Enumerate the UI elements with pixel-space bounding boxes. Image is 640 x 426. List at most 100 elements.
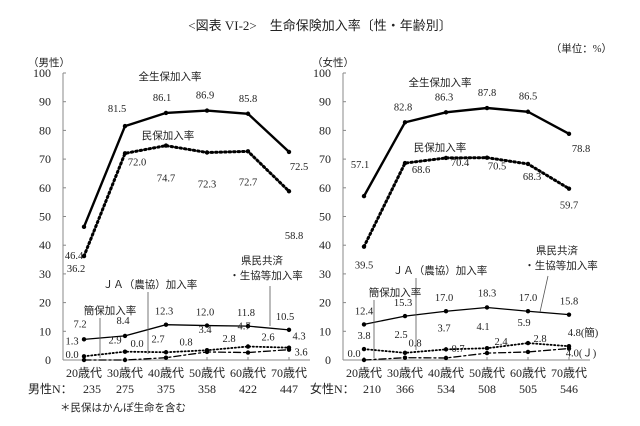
data-point <box>443 110 449 115</box>
data-point <box>81 253 87 259</box>
y-tick-label: 60 <box>39 181 51 195</box>
y-tick-label: 40 <box>39 238 51 252</box>
data-label: 3.4 <box>198 325 212 336</box>
data-point <box>525 309 531 314</box>
data-label: 81.5 <box>108 104 126 115</box>
data-label: 2.4 <box>494 337 508 348</box>
data-point <box>566 131 572 137</box>
series-name-label: 全生保加入率 <box>409 76 472 89</box>
x-tick-label: 60歳代 <box>230 366 266 380</box>
unit-label: （単位：%） <box>551 42 612 55</box>
leader-line <box>539 275 549 313</box>
data-label: 46.4 <box>65 251 84 262</box>
n-value: 366 <box>396 382 414 396</box>
data-label: 59.7 <box>560 201 578 212</box>
data-point <box>81 354 87 359</box>
panel-label: （女性） <box>312 56 354 69</box>
data-point <box>566 186 572 191</box>
data-label: 86.5 <box>519 92 537 103</box>
series-name-label: 県民共済 <box>241 254 283 267</box>
n-value: 546 <box>560 382 578 396</box>
data-label: 2.7 <box>151 334 164 345</box>
data-point <box>245 323 251 329</box>
n-value: 358 <box>198 382 216 396</box>
data-point <box>484 105 490 111</box>
data-label: 86.3 <box>435 92 453 103</box>
data-point <box>81 337 87 342</box>
panel-label: （男性） <box>28 56 70 69</box>
data-label: 39.5 <box>355 261 373 272</box>
data-label: 5.9 <box>517 318 530 329</box>
series-line <box>83 345 290 358</box>
y-tick-label: 60 <box>319 181 331 195</box>
data-point <box>361 244 367 249</box>
data-label: 3.6 <box>294 348 307 359</box>
data-label: 0.0 <box>65 350 78 361</box>
data-label: 0.0 <box>347 349 360 360</box>
n-label: 女性N： <box>310 381 355 396</box>
data-point <box>163 110 169 116</box>
data-point <box>245 344 251 349</box>
data-point <box>361 322 367 327</box>
data-label: 85.8 <box>239 94 257 105</box>
x-tick-label: 50歳代 <box>189 366 225 380</box>
series-line <box>83 349 290 361</box>
data-label: 8.4 <box>116 316 130 327</box>
data-point <box>286 347 292 352</box>
data-label: 72.5 <box>290 162 308 173</box>
n-value: 375 <box>157 382 175 396</box>
data-label: 1.3 <box>65 336 78 347</box>
series-name-label: 全生保加入率 <box>139 70 202 83</box>
data-point <box>122 123 128 129</box>
data-label: 0.7 <box>451 344 464 355</box>
series-name-label: 簡保加入率 <box>84 304 137 317</box>
data-label: 0.0 <box>130 339 143 350</box>
data-point <box>525 340 531 346</box>
data-point <box>443 309 449 314</box>
y-tick-label: 20 <box>319 296 331 310</box>
data-label: 17.0 <box>519 293 537 304</box>
series-line <box>82 144 291 258</box>
data-point <box>122 349 128 354</box>
data-point <box>122 333 128 339</box>
series-name-label: 簡保加入率 <box>369 286 422 299</box>
n-value: 422 <box>239 382 257 396</box>
data-point <box>81 224 87 230</box>
data-label: 36.2 <box>67 264 85 275</box>
data-label: 11.8 <box>237 308 255 319</box>
y-tick-label: 20 <box>39 296 51 310</box>
data-point <box>402 160 408 166</box>
data-label: 68.3 <box>523 172 541 183</box>
y-tick-label: 30 <box>319 267 331 281</box>
data-label: 3.8 <box>357 331 370 342</box>
series-name-label: ・生協等加入率 <box>524 259 598 272</box>
x-tick-label: 60歳代 <box>510 366 546 380</box>
y-tick-label: 30 <box>39 267 51 281</box>
data-point <box>525 349 531 355</box>
data-point <box>566 312 572 317</box>
n-value: 235 <box>83 382 101 396</box>
data-label: 2.8 <box>222 334 235 345</box>
y-tick-label: 70 <box>39 152 51 166</box>
data-point <box>163 322 169 327</box>
data-point <box>484 155 490 160</box>
series-line <box>82 109 291 229</box>
series-name-label: 民保加入率 <box>414 141 467 154</box>
data-point <box>122 357 128 363</box>
series-line <box>363 342 570 354</box>
data-point <box>443 355 449 361</box>
data-point <box>443 347 449 352</box>
data-label: 4.7 <box>237 322 250 333</box>
y-tick-label: 90 <box>39 95 51 109</box>
data-label: 72.3 <box>198 179 216 190</box>
data-label: 15.3 <box>394 298 412 309</box>
data-point <box>443 155 449 161</box>
x-tick-label: 20歳代 <box>66 366 102 380</box>
data-label: 57.1 <box>351 160 369 171</box>
data-label: 12.4 <box>355 306 374 317</box>
series-name-label: ・生協等加入率 <box>229 269 303 282</box>
data-label: 82.8 <box>394 102 412 113</box>
series-name-label: 県民共済 <box>536 244 578 257</box>
data-label: 58.8 <box>285 231 303 242</box>
